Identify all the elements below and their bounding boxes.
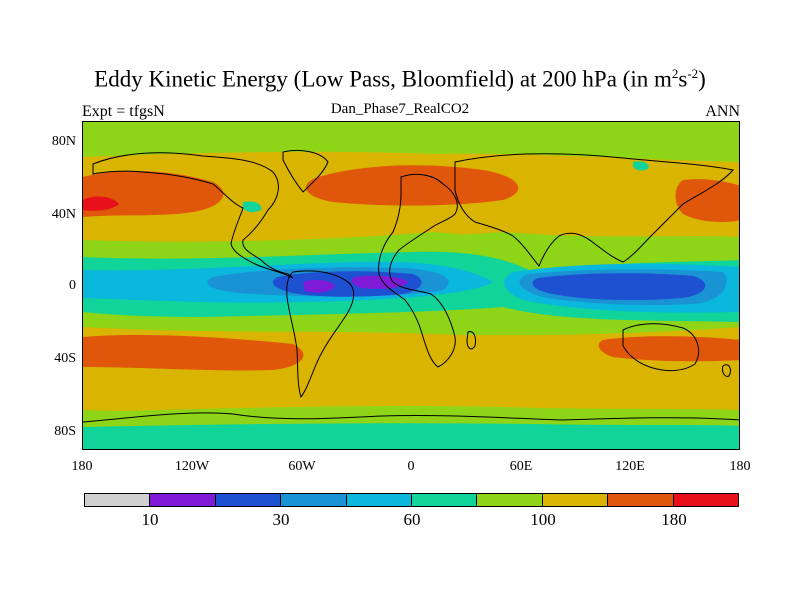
colorbar-label-60: 60 <box>403 510 421 529</box>
lon-label-60w: 60W <box>288 459 316 474</box>
season-label: ANN <box>705 103 740 120</box>
colorbar-box-3 <box>281 494 347 506</box>
colorbar-label-10: 10 <box>141 510 159 529</box>
colorbar-label-180: 180 <box>661 510 687 529</box>
colorbar-box-7 <box>542 494 609 506</box>
colorbar-box-8 <box>608 494 674 506</box>
lon-label-0: 0 <box>407 459 415 474</box>
lon-label-120w: 120W <box>174 459 210 474</box>
colorbar-box-9 <box>673 494 739 506</box>
lat-label-40N: 40N <box>51 207 76 222</box>
lat-label-0: 0 <box>69 278 76 293</box>
colorbar-box-4 <box>346 494 413 506</box>
colorbar <box>84 493 739 507</box>
lat-label-40S: 40S <box>54 351 76 366</box>
lat-label-80N: 80N <box>51 134 76 149</box>
colorbar-box-5 <box>412 494 478 506</box>
eke-field <box>83 122 739 449</box>
colorbar-box-1 <box>150 494 216 506</box>
colorbar-label-30: 30 <box>272 510 290 529</box>
lat-label-80S: 80S <box>54 424 76 439</box>
lon-label-180w: 180 <box>71 459 93 474</box>
coastlines <box>83 149 739 423</box>
experiment-label: Expt = tfgsN <box>82 103 165 120</box>
colorbar-box-6 <box>477 494 543 506</box>
colorbar-box-0 <box>85 494 151 506</box>
colorbar-box-2 <box>215 494 282 506</box>
chart-title: Eddy Kinetic Energy (Low Pass, Bloomfiel… <box>94 66 706 92</box>
lon-label-120e: 120E <box>615 459 645 474</box>
lon-label-180e: 180 <box>729 459 751 474</box>
chart-subtitle: Dan_Phase7_RealCO2 <box>330 101 470 117</box>
colorbar-label-100: 100 <box>530 510 556 529</box>
lon-label-60e: 60E <box>509 459 533 474</box>
map-plot <box>82 121 740 450</box>
